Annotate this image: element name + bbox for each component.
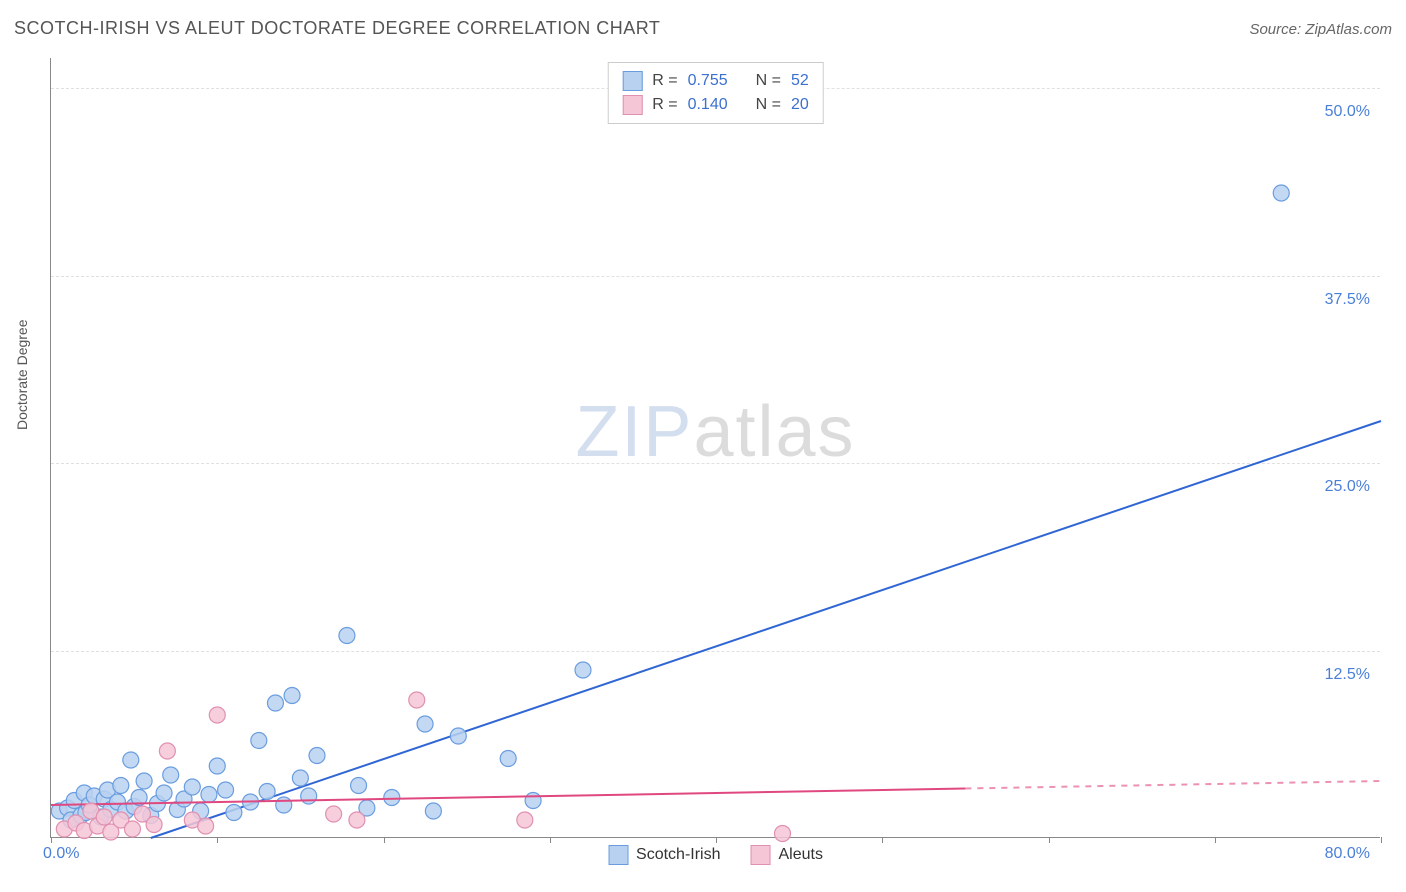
data-point [218, 782, 234, 798]
trendline-extrapolated [965, 781, 1381, 789]
legend-r-value: 0.755 [688, 72, 728, 90]
x-tick-label-min: 0.0% [43, 845, 79, 863]
data-point [259, 784, 275, 800]
x-tick-label-max: 80.0% [1325, 845, 1370, 863]
data-point [500, 751, 516, 767]
data-point [450, 728, 466, 744]
data-point [159, 743, 175, 759]
legend-n-value: 20 [791, 96, 809, 114]
data-point [409, 692, 425, 708]
data-point [517, 812, 533, 828]
legend-n-value: 52 [791, 72, 809, 90]
x-tick [882, 837, 883, 843]
data-point [198, 818, 214, 834]
legend-correlation: R = 0.755 N = 52 R = 0.140 N = 20 [607, 62, 824, 124]
data-point [575, 662, 591, 678]
data-point [284, 688, 300, 704]
x-tick [550, 837, 551, 843]
legend-correlation-row: R = 0.140 N = 20 [622, 93, 809, 117]
source-attribution: Source: ZipAtlas.com [1249, 21, 1392, 38]
data-point [425, 803, 441, 819]
legend-n-prefix: N = [756, 72, 781, 90]
data-point [124, 821, 140, 837]
legend-r-prefix: R = [652, 96, 677, 114]
y-axis-label: Doctorate Degree [14, 319, 30, 430]
data-point [163, 767, 179, 783]
scatter-svg [51, 58, 1380, 837]
trendline [151, 421, 1381, 838]
legend-swatch [608, 845, 628, 865]
x-tick [1049, 837, 1050, 843]
legend-swatch [622, 71, 642, 91]
x-tick [217, 837, 218, 843]
data-point [136, 773, 152, 789]
legend-r-value: 0.140 [688, 96, 728, 114]
data-point [201, 787, 217, 803]
data-point [301, 788, 317, 804]
legend-swatch [751, 845, 771, 865]
x-tick [716, 837, 717, 843]
x-tick [1215, 837, 1216, 843]
data-point [349, 812, 365, 828]
data-point [326, 806, 342, 822]
data-point [251, 733, 267, 749]
data-point [209, 758, 225, 774]
data-point [146, 817, 162, 833]
data-point [226, 805, 242, 821]
data-point [267, 695, 283, 711]
legend-correlation-row: R = 0.755 N = 52 [622, 69, 809, 93]
data-point [775, 826, 791, 842]
data-point [384, 790, 400, 806]
legend-swatch [622, 95, 642, 115]
data-point [339, 628, 355, 644]
data-point [113, 778, 129, 794]
legend-n-prefix: N = [756, 96, 781, 114]
legend-series-label: Aleuts [779, 846, 823, 864]
x-tick [384, 837, 385, 843]
data-point [156, 785, 172, 801]
data-point [1273, 185, 1289, 201]
data-point [309, 748, 325, 764]
chart-title: SCOTCH-IRISH VS ALEUT DOCTORATE DEGREE C… [14, 18, 660, 39]
data-point [417, 716, 433, 732]
data-point [292, 770, 308, 786]
data-point [525, 793, 541, 809]
data-point [96, 809, 112, 825]
x-tick [51, 837, 52, 843]
data-point [123, 752, 139, 768]
legend-series-item: Aleuts [751, 845, 823, 865]
legend-series-label: Scotch-Irish [636, 846, 720, 864]
data-point [276, 797, 292, 813]
legend-series: Scotch-Irish Aleuts [608, 845, 823, 865]
plot-area: ZIPatlas 12.5%25.0%37.5%50.0% 0.0% 80.0%… [50, 58, 1380, 838]
data-point [209, 707, 225, 723]
legend-series-item: Scotch-Irish [608, 845, 720, 865]
legend-r-prefix: R = [652, 72, 677, 90]
data-point [351, 778, 367, 794]
x-tick [1381, 837, 1382, 843]
data-point [184, 779, 200, 795]
